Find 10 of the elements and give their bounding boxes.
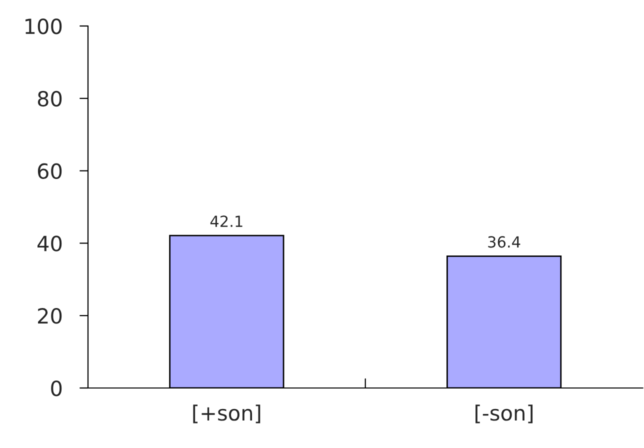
x-tick-label: [+son] xyxy=(193,404,260,424)
y-tick-label: 40 xyxy=(38,236,62,252)
y-tick-label: 80 xyxy=(38,90,62,107)
y-tick-label: 100 xyxy=(26,18,62,34)
y-tick-label: 20 xyxy=(38,308,62,324)
data-label: 42.1 xyxy=(210,216,242,227)
y-tick-label: 60 xyxy=(38,163,62,180)
x-tick-label: [-son] xyxy=(476,404,533,424)
data-label: 36.4 xyxy=(488,236,520,248)
y-tick-label: 0 xyxy=(51,380,62,396)
